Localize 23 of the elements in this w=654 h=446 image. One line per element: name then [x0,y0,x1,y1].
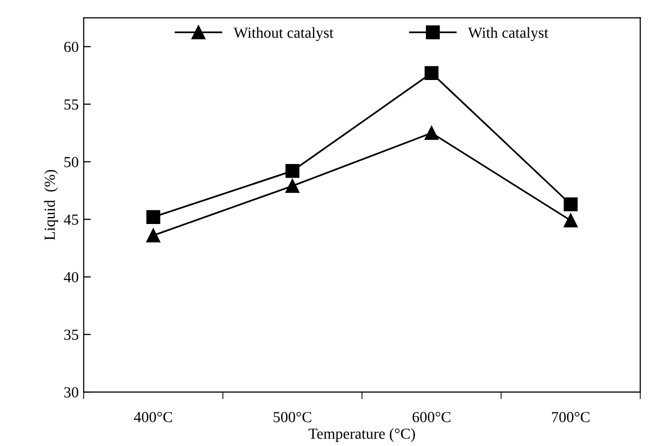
y-tick-label: 30 [64,387,78,398]
x-axis-title: Temperature (°C) [308,428,415,442]
y-tick-label: 35 [64,330,78,340]
point [146,210,160,224]
legend-label: With catalyst [468,27,548,41]
y-tick-label: 55 [64,99,78,110]
x-tick-label: 600°C [412,412,450,422]
y-tick-label: 50 [64,156,78,168]
y-axis-title: Liquid (%) [44,170,58,240]
y-tick-label: 45 [64,214,78,225]
point [146,228,160,242]
legend-label: Without catalyst [234,27,334,41]
point [285,178,300,193]
point [285,164,300,178]
y-tick-label: 60 [64,42,78,52]
point [564,197,578,212]
x-tick-label: 400°C [134,412,172,422]
point [424,126,439,140]
x-tick-label: 500°C [274,412,312,422]
point [424,66,439,80]
y-tick-label: 40 [64,272,78,282]
point [564,214,578,228]
x-tick-label: 700°C [552,412,590,422]
